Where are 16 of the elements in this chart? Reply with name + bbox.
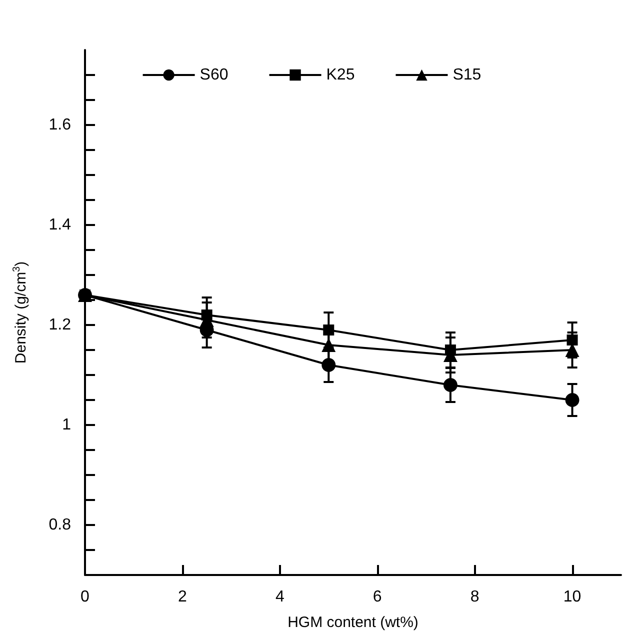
x-axis-title: HGM content (wt%) (288, 614, 418, 631)
x-tick-label: 4 (275, 588, 284, 606)
y-tick-label: 1.2 (48, 316, 72, 334)
y-axis-title: Density (g/cm3) (12, 261, 30, 364)
x-tick-label: 2 (178, 588, 187, 606)
y-tick-label: 0.8 (48, 516, 72, 534)
x-tick-label: 0 (80, 588, 90, 606)
y-tick-label: 1.6 (48, 116, 72, 134)
x-tick-label: 6 (372, 588, 382, 606)
legend-label: K25 (326, 66, 355, 84)
x-tick-label: 8 (470, 588, 480, 606)
y-tick-label: 1 (62, 416, 72, 434)
x-tick-label: 10 (563, 588, 582, 606)
legend-label: S15 (452, 66, 482, 84)
y-tick-label: 1.4 (48, 216, 72, 234)
legend-label: S60 (200, 66, 228, 84)
